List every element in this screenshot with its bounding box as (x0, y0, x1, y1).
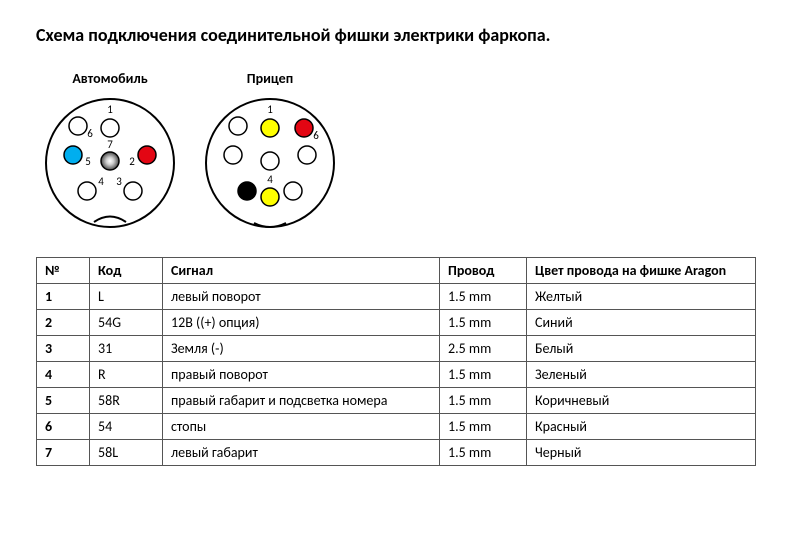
connector-pin (261, 119, 279, 137)
table-cell: 1.5 mm (440, 414, 527, 440)
connector-pin (101, 119, 119, 137)
table-cell: 7 (37, 440, 90, 466)
table-cell: 2 (37, 310, 90, 336)
table-cell: Желтый (527, 284, 756, 310)
table-row: 331Земля (-)2.5 mmБелый (37, 336, 756, 362)
pin-label: 6 (87, 127, 93, 140)
table-row: 758Lлевый габарит1.5 mmЧерный (37, 440, 756, 466)
connector-pin (261, 188, 279, 206)
pin-label: 5 (85, 155, 91, 168)
table-cell: 1.5 mm (440, 440, 527, 466)
table-cell: 31 (90, 336, 163, 362)
table-cell: 4 (37, 362, 90, 388)
connector-pin (78, 182, 96, 200)
table-cell: 58R (90, 388, 163, 414)
vehicle-connector-label: Автомобиль (40, 70, 180, 87)
pin-label: 7 (107, 138, 113, 151)
table-cell: правый поворот (163, 362, 440, 388)
table-cell: Черный (527, 440, 756, 466)
table-cell: 1.5 mm (440, 362, 527, 388)
table-header-row: № Код Сигнал Провод Цвет провода на фишк… (37, 258, 756, 284)
table-cell: левый габарит (163, 440, 440, 466)
trailer-connector-label: Прицеп (200, 70, 340, 87)
connector-pin (229, 117, 247, 135)
connector-pin (64, 146, 82, 164)
table-cell: Синий (527, 310, 756, 336)
table-cell: R (90, 362, 163, 388)
table-row: 4Rправый поворот1.5 mmЗеленый (37, 362, 756, 388)
connector-pin (138, 146, 156, 164)
table-cell: 54G (90, 310, 163, 336)
table-row: 254G12В ((+) опция)1.5 mmСиний (37, 310, 756, 336)
pin-label: 1 (107, 103, 113, 116)
connector-pin (295, 119, 313, 137)
pin-label: 1 (267, 103, 273, 116)
connector-pin (298, 146, 316, 164)
table-cell: стопы (163, 414, 440, 440)
connector-pin (101, 152, 119, 170)
table-cell: 2.5 mm (440, 336, 527, 362)
table-row: 1Lлевый поворот1.5 mmЖелтый (37, 284, 756, 310)
col-signal: Сигнал (163, 258, 440, 284)
table-cell: 58L (90, 440, 163, 466)
connector-pin (69, 117, 87, 135)
table-cell: 12В ((+) опция) (163, 310, 440, 336)
connector-pin (124, 182, 142, 200)
connector-pin (284, 182, 302, 200)
table-cell: Земля (-) (163, 336, 440, 362)
table-cell: Зеленый (527, 362, 756, 388)
table-cell: L (90, 284, 163, 310)
table-cell: 1.5 mm (440, 310, 527, 336)
table-cell: 54 (90, 414, 163, 440)
pinout-table: № Код Сигнал Провод Цвет провода на фишк… (36, 257, 756, 466)
table-cell: 3 (37, 336, 90, 362)
connectors-row: Автомобиль 1234567 Прицеп 146 (40, 70, 764, 233)
connector-pin (224, 146, 242, 164)
pin-label: 4 (267, 173, 273, 186)
table-cell: правый габарит и подсветка номера (163, 388, 440, 414)
pin-label: 4 (98, 175, 104, 188)
vehicle-connector-diagram: 1 2345 6 7 (40, 93, 180, 233)
col-wire: Провод (440, 258, 527, 284)
pin-label: 2 (129, 155, 135, 168)
table-cell: Красный (527, 414, 756, 440)
col-num: № (37, 258, 90, 284)
table-cell: Белый (527, 336, 756, 362)
connector-pin (261, 152, 279, 170)
table-cell: Коричневый (527, 388, 756, 414)
pin-label: 6 (313, 129, 319, 142)
vehicle-connector-block: Автомобиль 1 2345 6 7 (40, 70, 180, 233)
table-row: 654стопы1.5 mmКрасный (37, 414, 756, 440)
table-row: 558Rправый габарит и подсветка номера1.5… (37, 388, 756, 414)
table-cell: 6 (37, 414, 90, 440)
table-cell: 1 (37, 284, 90, 310)
table-cell: левый поворот (163, 284, 440, 310)
col-code: Код (90, 258, 163, 284)
trailer-connector-block: Прицеп 1 4 6 (200, 70, 340, 233)
pin-label: 3 (116, 175, 122, 188)
connector-pin (238, 182, 256, 200)
trailer-connector-diagram: 1 4 6 (200, 93, 340, 233)
table-cell: 5 (37, 388, 90, 414)
col-color: Цвет провода на фишке Aragon (527, 258, 756, 284)
table-cell: 1.5 mm (440, 388, 527, 414)
page-title: Схема подключения соединительной фишки э… (36, 24, 764, 46)
table-cell: 1.5 mm (440, 284, 527, 310)
